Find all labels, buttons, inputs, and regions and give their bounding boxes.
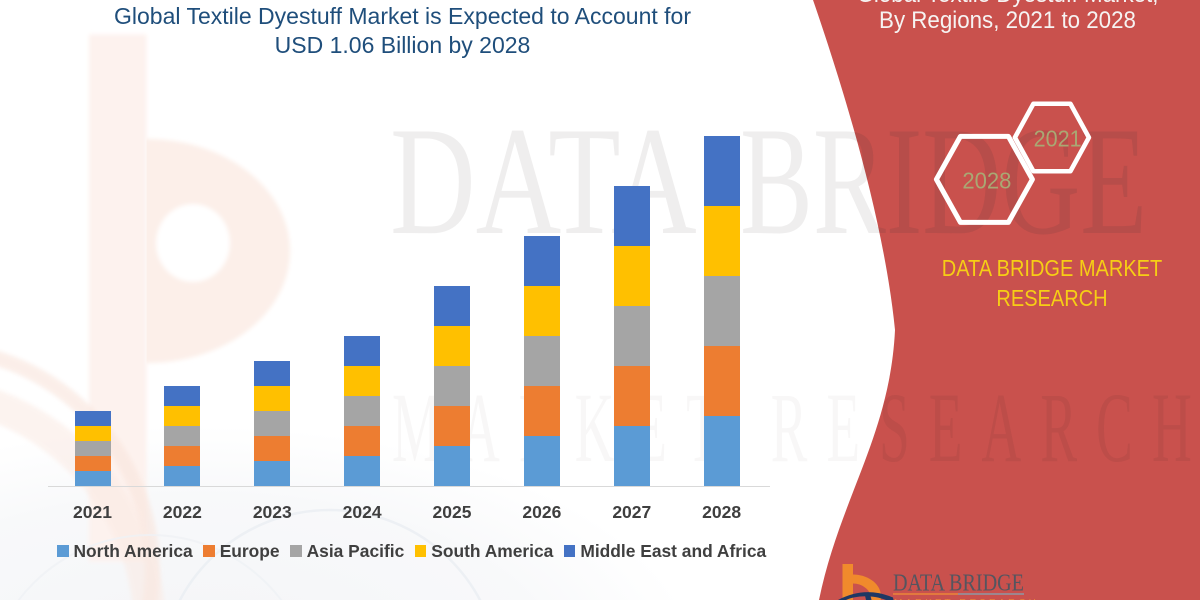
svg-text:MARKET RESEARCH: MARKET RESEARCH: [894, 598, 1039, 600]
svg-text:2028: 2028: [962, 167, 1011, 193]
svg-text:DATA BRIDGE: DATA BRIDGE: [893, 571, 1024, 597]
svg-text:2021: 2021: [1034, 126, 1082, 152]
svg-text:BRIDGE: BRIDGE: [740, 96, 1147, 267]
